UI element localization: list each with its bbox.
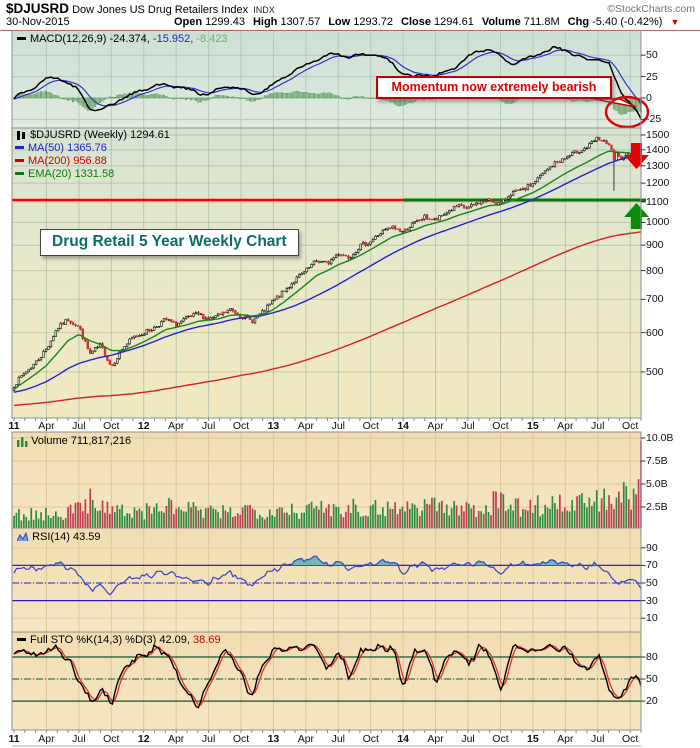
exchange-label: INDX (253, 5, 275, 15)
copyright-label: ©StockCharts.com (607, 3, 695, 15)
quote-label: Open (174, 16, 206, 28)
quote-value: 1294.61 (434, 16, 474, 28)
quote-value: 711.8M (523, 16, 560, 28)
quote-label: High (252, 16, 281, 28)
date-label: 30-Nov-2015 (6, 16, 70, 28)
ohlc-quote: Open 1299.43 High 1307.57 Low 1293.72 Close… (174, 16, 670, 28)
change-down-arrow-icon: ▼ (670, 17, 680, 27)
quote-value: 1293.72 (353, 16, 394, 28)
quote-label: Chg (567, 16, 593, 28)
quote-value: 1299.43 (205, 16, 245, 28)
header-line1: $DJUSRD Dow Jones US Drug Retailers Inde… (6, 1, 275, 16)
quote-label: Volume (481, 16, 524, 28)
quote-label: Low (328, 16, 354, 28)
header-quote-line: 30-Nov-2015 Open 1299.43 High 1307.57 Low 1… (6, 16, 679, 28)
quote-value: -5.40 (-0.42%) (592, 16, 663, 28)
ticker-symbol: $DJUSRD (6, 1, 70, 16)
quote-value: 1307.57 (280, 16, 321, 28)
chart-title-box: Drug Retail 5 Year Weekly Chart (40, 229, 299, 256)
chart-header: $DJUSRD Dow Jones US Drug Retailers Inde… (0, 0, 700, 31)
quote-label: Close (401, 16, 435, 28)
index-name: Dow Jones US Drug Retailers Index (72, 4, 249, 16)
momentum-annotation: Momentum now extremely bearish (376, 76, 612, 99)
